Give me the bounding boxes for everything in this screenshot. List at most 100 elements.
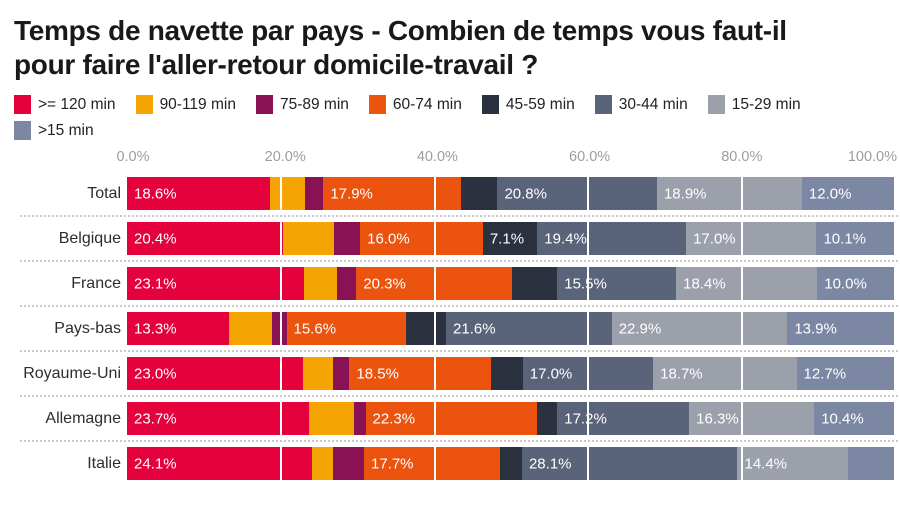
chart-title-line2: pour faire l'aller-retour domicile-trava… xyxy=(14,49,539,81)
legend-item[interactable]: 60-74 min xyxy=(368,95,462,115)
bar-segment[interactable]: 15.5% xyxy=(557,267,677,301)
legend-item[interactable]: >= 120 min xyxy=(14,95,116,115)
bar-segment[interactable]: 24.1% xyxy=(127,447,312,481)
bar-segment[interactable]: 15.6% xyxy=(286,312,407,346)
bar-segment[interactable]: 19.4% xyxy=(537,222,687,256)
segment-value-label: 17.9% xyxy=(330,185,373,203)
bar-segment[interactable]: 28.1% xyxy=(521,447,738,481)
bar-segment[interactable] xyxy=(499,447,522,481)
bar-segment[interactable]: 17.9% xyxy=(323,177,461,211)
bar-segment[interactable]: 22.9% xyxy=(611,312,788,346)
bar-segment[interactable] xyxy=(271,312,287,346)
segment-value-label: 12.0% xyxy=(808,185,852,203)
row-label: Pays-bas xyxy=(54,319,121,337)
bar-segment[interactable]: 16.0% xyxy=(360,222,483,256)
legend-swatch-icon xyxy=(135,95,153,115)
bar-segment[interactable]: 17.2% xyxy=(557,402,690,436)
bar-segment[interactable] xyxy=(536,402,558,436)
row-separator xyxy=(20,395,898,398)
bar-segment[interactable]: 12.7% xyxy=(796,357,894,391)
legend-item[interactable]: 15-29 min xyxy=(707,95,801,115)
legend-row-1: >= 120 min 90-119 min 75-89 min 60-74 min 45… xyxy=(14,95,900,115)
bar-segment[interactable] xyxy=(337,267,357,301)
bar-segment[interactable] xyxy=(308,402,355,436)
x-axis-tick: 60.0% xyxy=(569,149,611,166)
legend-item[interactable]: 90-119 min xyxy=(135,95,236,115)
bar-segment[interactable]: 14.4% xyxy=(737,447,848,481)
bar-segment[interactable] xyxy=(229,312,272,346)
bar-segment[interactable]: 22.3% xyxy=(365,402,537,436)
gridline xyxy=(280,447,283,481)
row-label: France xyxy=(71,274,121,292)
bar-segment[interactable] xyxy=(332,357,350,391)
bar-segment[interactable] xyxy=(311,447,333,481)
segment-value-label: 17.7% xyxy=(370,455,414,473)
bar-segment[interactable]: 13.9% xyxy=(787,312,894,346)
bar: 23.1% 20.3% 15.5% 18.4% 10.0% xyxy=(127,267,894,301)
bar-segment[interactable]: 20.4% xyxy=(127,222,284,256)
bar-segment[interactable] xyxy=(847,447,894,481)
legend-swatch-icon xyxy=(594,95,612,115)
row-separator xyxy=(20,215,898,218)
row-label: Allemagne xyxy=(45,409,121,427)
bar-segment[interactable]: 23.7% xyxy=(127,402,309,436)
bar-segment[interactable]: 18.9% xyxy=(656,177,802,211)
segment-value-label: 14.4% xyxy=(744,455,788,473)
bar-segment[interactable]: 18.6% xyxy=(127,177,270,211)
legend-item[interactable]: >15 min xyxy=(14,121,94,141)
segment-value-label: 22.3% xyxy=(372,410,416,428)
bar: 24.1% 17.7% 28.1% 14.4% xyxy=(127,447,894,481)
bar: 20.4% 16.0% 7.1% 19.4% 17.0% 10.1% xyxy=(127,222,894,256)
bar-segment[interactable] xyxy=(269,177,305,211)
chart-row: Italie 24.1% 17.7% 28.1% 14.4% xyxy=(0,442,900,485)
bar-segment[interactable]: 18.5% xyxy=(349,357,492,391)
segment-value-label: 18.7% xyxy=(660,365,703,383)
segment-value-label: 16.0% xyxy=(367,230,410,248)
bar-segment[interactable]: 13.3% xyxy=(127,312,229,346)
gridline xyxy=(587,267,590,301)
bar-segment[interactable]: 10.1% xyxy=(816,222,894,256)
legend-label: 60-74 min xyxy=(392,95,462,113)
bar-segment[interactable]: 20.8% xyxy=(497,177,657,211)
segment-value-label: 18.9% xyxy=(663,185,707,203)
legend-item[interactable]: 45-59 min xyxy=(481,95,575,115)
bar-segment[interactable]: 10.4% xyxy=(814,402,894,436)
bar-segment[interactable]: 23.0% xyxy=(127,357,304,391)
bar-segment[interactable]: 16.3% xyxy=(689,402,815,436)
bar-segment[interactable]: 12.0% xyxy=(801,177,894,211)
bar-segment[interactable]: 17.7% xyxy=(363,447,500,481)
bar-segment[interactable]: 18.4% xyxy=(676,267,818,301)
segment-value-label: 18.4% xyxy=(683,275,726,293)
bar-segment[interactable]: 7.1% xyxy=(482,222,538,256)
chart-row: Allemagne 23.7% 22.3% 17.2% 16.3% 10.4% xyxy=(0,397,900,440)
bar-segment[interactable] xyxy=(304,267,338,301)
bar-segment[interactable] xyxy=(406,312,447,346)
bar-segment[interactable]: 10.0% xyxy=(817,267,894,301)
bar-segment[interactable] xyxy=(304,177,324,211)
bar-segment[interactable] xyxy=(303,357,333,391)
legend-item[interactable]: 75-89 min xyxy=(255,95,349,115)
segment-value-label: 15.6% xyxy=(293,320,337,338)
bar-segment[interactable]: 21.6% xyxy=(446,312,612,346)
gridline xyxy=(433,222,436,256)
bar-segment[interactable]: 18.7% xyxy=(653,357,797,391)
legend-item[interactable]: 30-44 min xyxy=(594,95,688,115)
bar-segment[interactable] xyxy=(460,177,498,211)
bar-segment[interactable] xyxy=(332,447,364,481)
bar-segment[interactable] xyxy=(283,222,335,256)
row-label: Royaume-Uni xyxy=(23,364,121,382)
bar-segment[interactable] xyxy=(354,402,366,436)
legend-row-2: >15 min xyxy=(14,121,900,141)
segment-value-label: 28.1% xyxy=(528,455,572,473)
gridline xyxy=(433,402,436,436)
bar-segment[interactable] xyxy=(512,267,558,301)
gridline xyxy=(587,177,590,211)
segment-value-label: 16.3% xyxy=(696,410,739,428)
segment-value-label: 20.8% xyxy=(504,185,547,203)
legend-swatch-icon xyxy=(481,95,499,115)
bar-segment[interactable]: 23.1% xyxy=(127,267,305,301)
bar-segment[interactable] xyxy=(334,222,361,256)
gridline xyxy=(740,357,743,391)
bar-segment[interactable]: 17.0% xyxy=(686,222,817,256)
bar-segment[interactable] xyxy=(491,357,523,391)
